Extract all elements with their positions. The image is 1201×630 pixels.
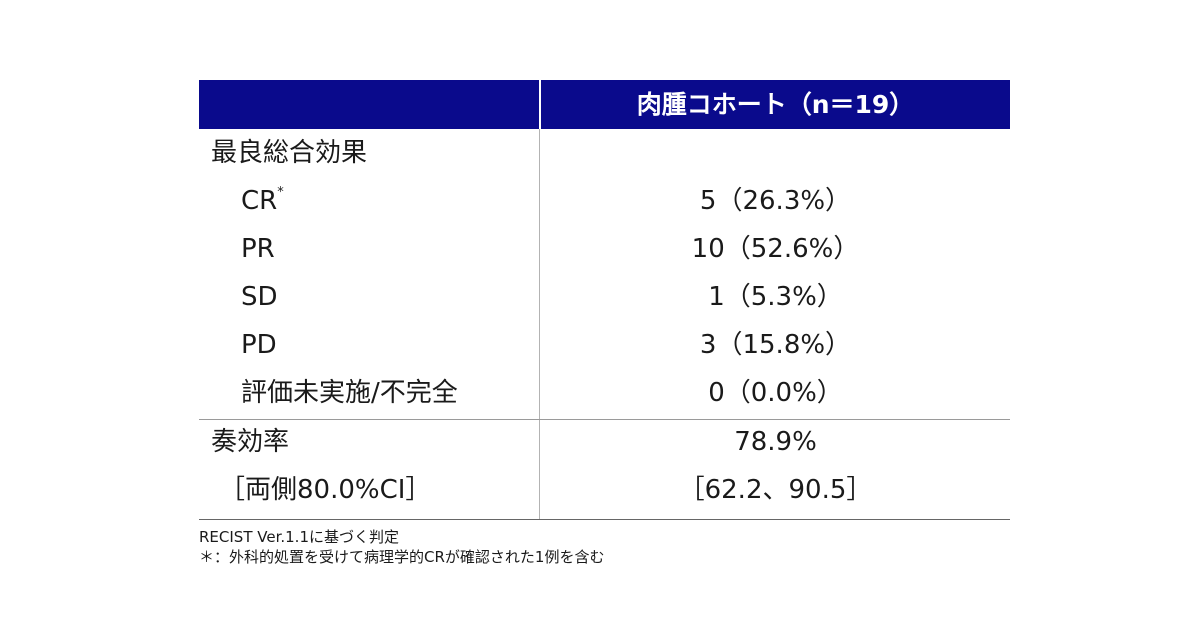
ci-label: ［両側80.0%CI］ [219, 475, 432, 505]
footnote-recist: RECIST Ver.1.1に基づく判定 [199, 528, 399, 546]
row-value-pr: 10（52.6%） [691, 234, 860, 264]
row-label-cr: CR* [241, 184, 284, 218]
cr-footnote-mark: * [277, 185, 284, 200]
ci-value: ［62.2、90.5］ [678, 475, 873, 505]
cr-label-text: CR [241, 186, 278, 216]
row-value-sd: 1（5.3%） [708, 282, 843, 312]
header-column-divider [539, 80, 541, 129]
response-rate-value: 78.9% [734, 427, 817, 457]
table-header-row: 肉腫コホート（n＝19） [199, 80, 1010, 129]
footnote-asterisk: ＊：外科的処置を受けて病理学的CRが確認された1例を含む [199, 548, 605, 566]
row-value-not-evaluated: 0（0.0%） [708, 378, 843, 408]
results-table: 肉腫コホート（n＝19） 最良総合効果 CR* 5（26.3%） PR 10（5… [199, 80, 1010, 520]
best-response-label: 最良総合効果 [211, 138, 368, 168]
row-divider [199, 419, 1010, 420]
row-value-pd: 3（15.8%） [699, 330, 852, 360]
row-label-pr: PR [241, 234, 275, 264]
response-rate-label: 奏効率 [211, 427, 290, 457]
row-label-pd: PD [241, 330, 277, 360]
row-label-not-evaluated: 評価未実施/不完全 [241, 378, 458, 408]
row-label-sd: SD [241, 282, 278, 312]
table-bottom-border [199, 519, 1010, 520]
cohort-header: 肉腫コホート（n＝19） [636, 90, 915, 119]
row-value-cr: 5（26.3%） [699, 186, 852, 216]
column-divider [539, 129, 540, 520]
footnotes: RECIST Ver.1.1に基づく判定 ＊：外科的処置を受けて病理学的CRが確… [199, 527, 604, 567]
